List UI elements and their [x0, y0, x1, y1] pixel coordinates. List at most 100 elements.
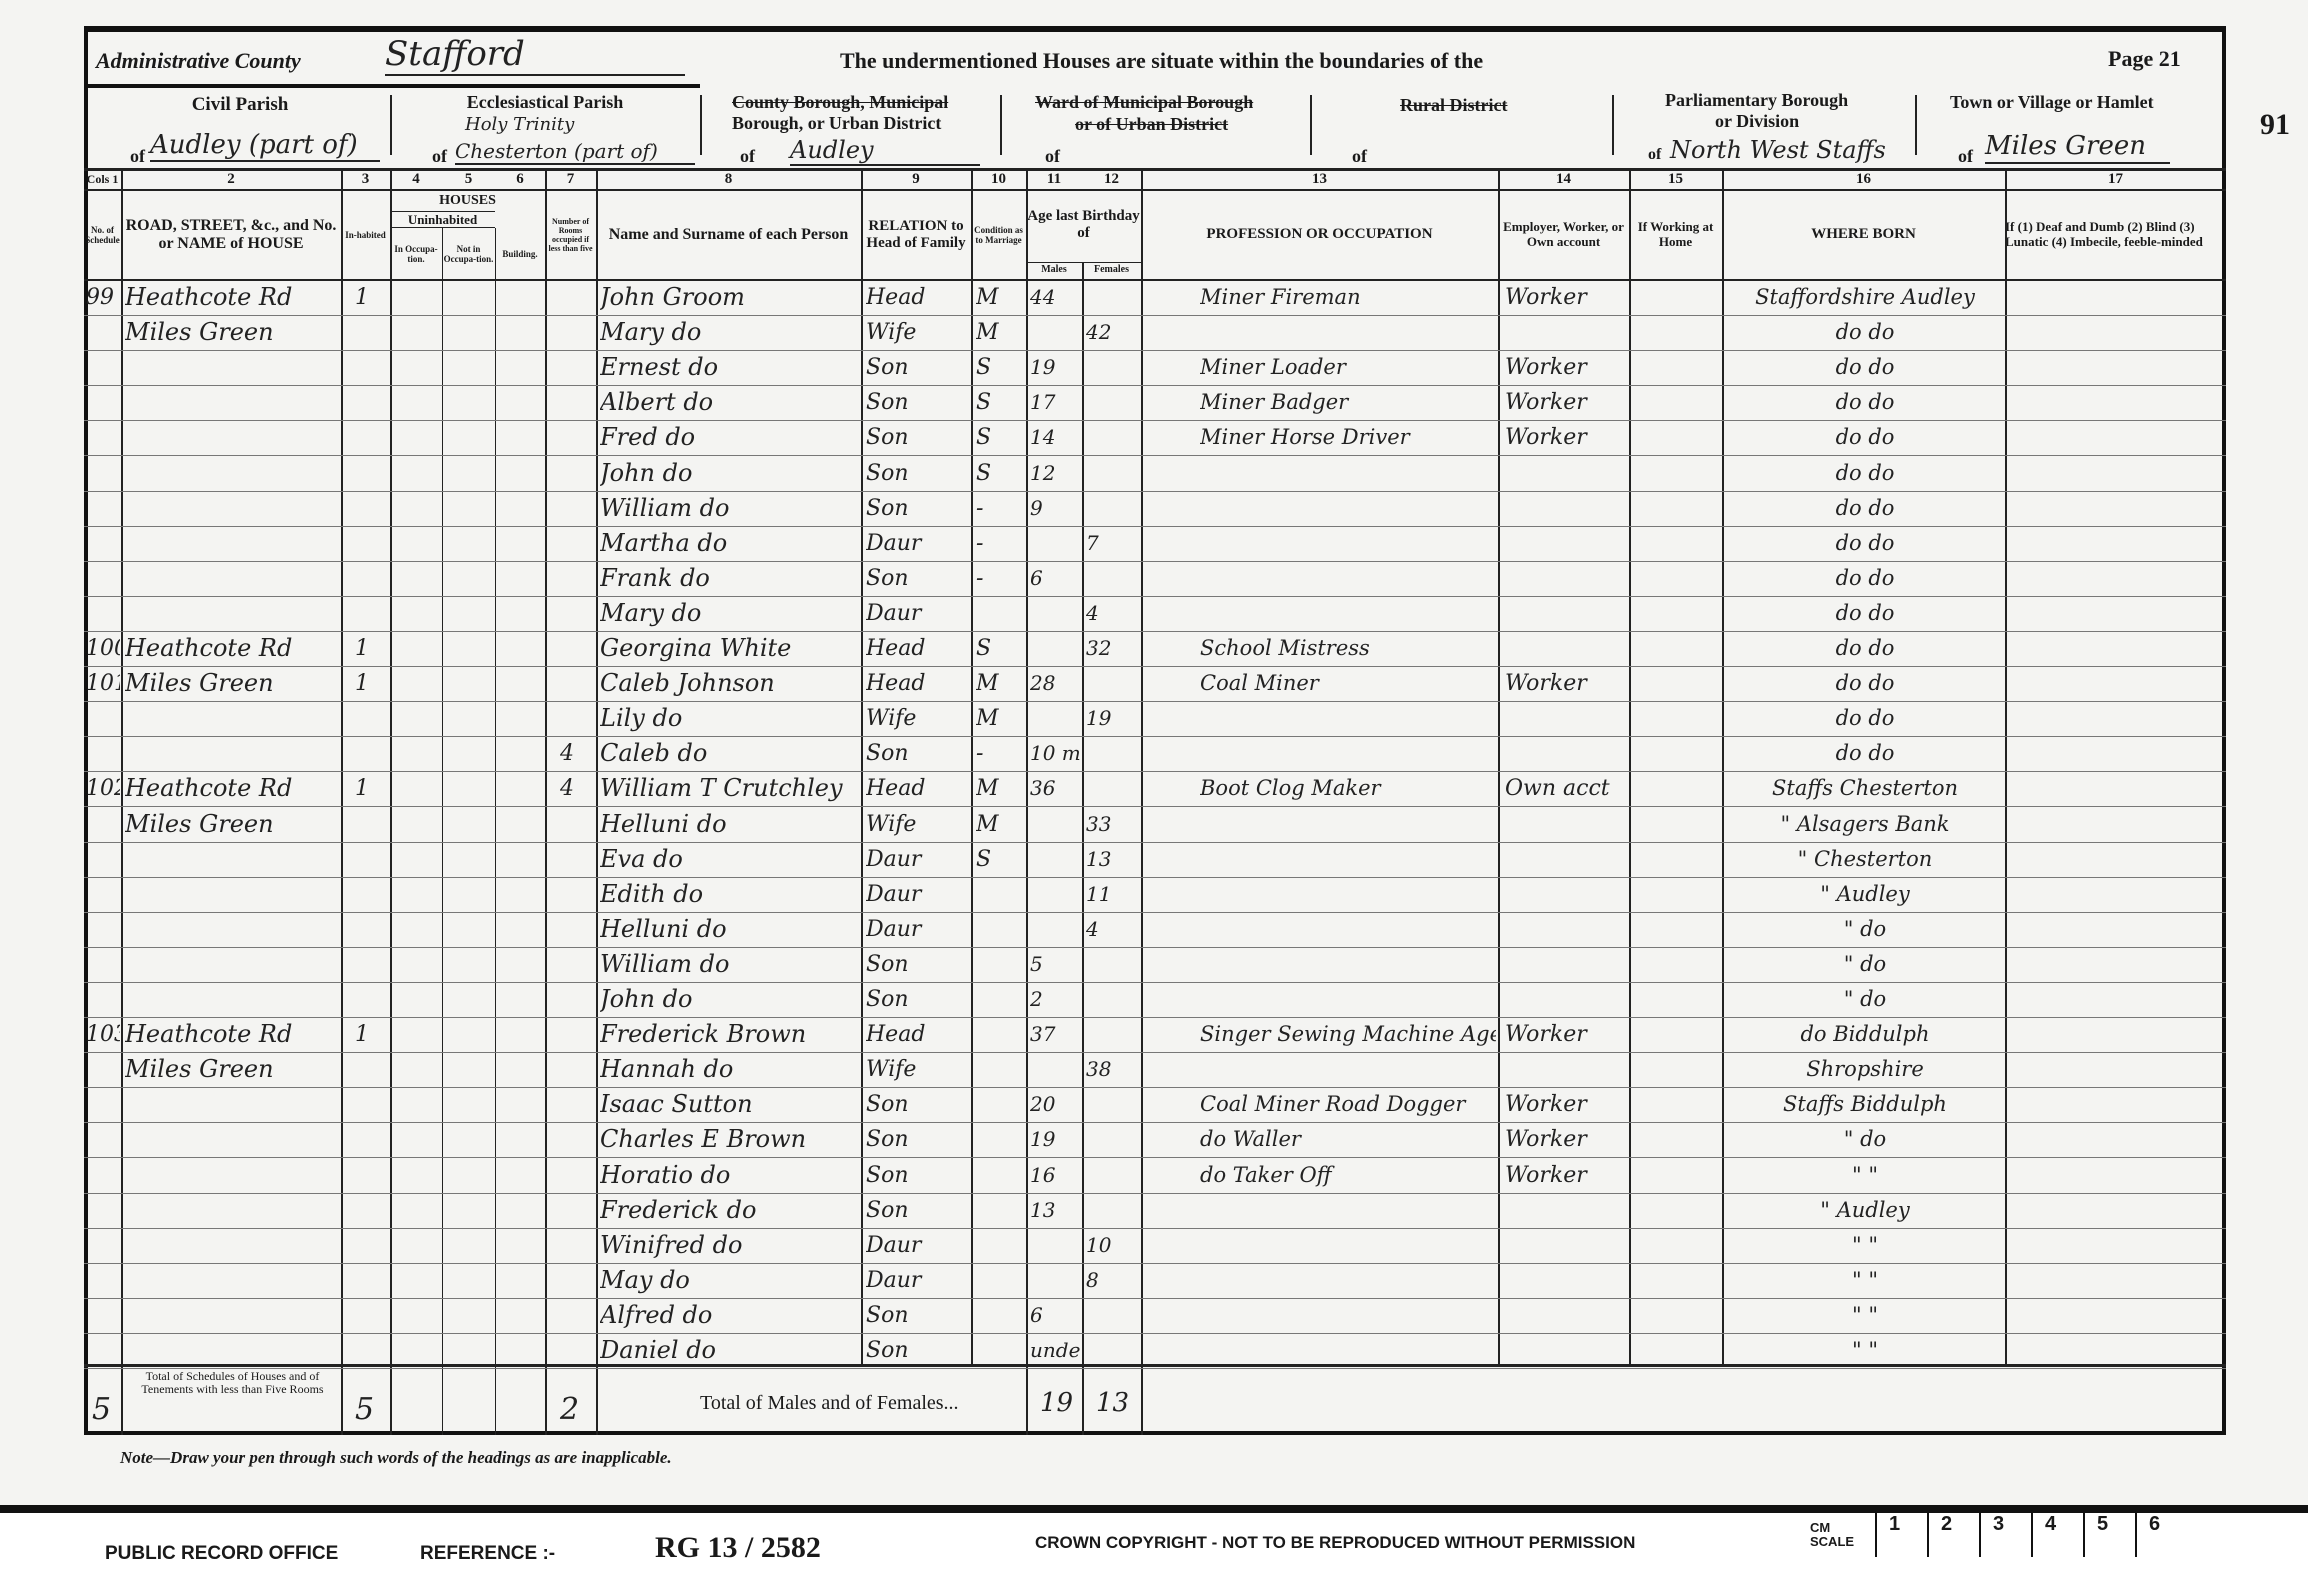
where-born: do do	[1835, 495, 1895, 520]
column-line	[596, 170, 598, 1435]
occupation	[1200, 1335, 1496, 1366]
employment	[1505, 563, 1625, 594]
condition	[976, 1195, 1024, 1226]
age-male	[1030, 317, 1080, 348]
header-uninhabited: Uninhabited	[390, 211, 495, 228]
schedule-number	[86, 598, 120, 629]
person-name: Frank do	[600, 563, 710, 592]
inhabited	[355, 844, 385, 875]
column-number: 16	[1856, 171, 1871, 187]
census-row: Frank do Son - 6 do do	[84, 561, 2226, 597]
age-male: 14	[1030, 425, 1056, 450]
occupation: Singer Sewing Machine Agent	[1200, 1022, 1496, 1047]
age-female: 19	[1086, 706, 1112, 731]
person-name: Fred do	[600, 423, 696, 452]
occupation	[1200, 738, 1496, 769]
age-male	[1030, 528, 1080, 559]
relation: Son	[866, 987, 909, 1012]
age-female	[1086, 668, 1138, 699]
condition: M	[976, 776, 999, 802]
occupation	[1200, 317, 1496, 348]
parliamentary-label: Parliamentary Borough	[1665, 90, 1849, 110]
age-female	[1086, 984, 1138, 1015]
condition	[976, 1054, 1024, 1085]
census-form-frame	[84, 26, 2226, 1435]
employment: Worker	[1505, 1162, 1587, 1188]
divider	[1310, 95, 1312, 155]
schedule-number: 103	[86, 1022, 120, 1048]
scale-mark: 2	[1927, 1513, 1979, 1557]
inhabited	[355, 1089, 385, 1120]
person-name: Alfred do	[600, 1300, 713, 1329]
footer-reference: RG 13 / 2582	[655, 1531, 821, 1564]
condition: S	[976, 390, 992, 416]
person-name: Daniel do	[600, 1336, 717, 1364]
inhabited	[355, 422, 385, 453]
schedule-number	[86, 844, 120, 875]
relation: Son	[866, 1338, 909, 1363]
age-male: 12	[1030, 460, 1056, 485]
rooms	[560, 633, 590, 664]
occupation	[1200, 949, 1496, 980]
footer-copyright: CROWN COPYRIGHT - NOT TO BE REPRODUCED W…	[1035, 1533, 1636, 1552]
scale-mark: 6	[2135, 1513, 2187, 1557]
address	[125, 1089, 340, 1120]
relation: Daur	[866, 600, 922, 626]
divider	[84, 189, 2226, 191]
condition: S	[976, 846, 992, 872]
age-female	[1086, 738, 1138, 769]
inhabited	[355, 317, 385, 348]
urban-district-value: Audley	[790, 136, 980, 166]
address	[125, 1265, 340, 1296]
condition	[976, 984, 1024, 1015]
header-in-occupation: In Occupa-tion.	[394, 243, 438, 264]
condition: M	[976, 811, 999, 837]
column-line	[341, 170, 343, 1435]
address	[125, 1124, 340, 1155]
occupation	[1200, 1300, 1496, 1331]
of-label: of	[740, 146, 755, 166]
schedule-number	[86, 1230, 120, 1261]
where-born: Staffordshire Audley	[1755, 285, 1975, 309]
condition	[976, 914, 1024, 945]
relation: Wife	[866, 320, 917, 346]
age-male	[1030, 633, 1080, 664]
rooms	[560, 1160, 590, 1191]
inhabited	[355, 352, 385, 383]
relation: Son	[866, 1197, 909, 1223]
civil-parish-value: Audley (part of)	[150, 130, 380, 162]
relation: Head	[866, 1022, 926, 1048]
age-male	[1030, 1054, 1080, 1085]
address: Heathcote Rd	[125, 1020, 293, 1049]
address	[125, 1230, 340, 1261]
age-female: 13	[1086, 846, 1112, 871]
where-born: " "	[1852, 1267, 1878, 1292]
age-female	[1086, 773, 1138, 804]
rooms	[560, 668, 590, 699]
town-value: Miles Green	[1985, 130, 2170, 164]
where-born: do do	[1835, 460, 1895, 485]
county-borough-label: County Borough, Municipal	[732, 92, 949, 112]
inhabited	[355, 1054, 385, 1085]
relation: Son	[866, 1127, 909, 1153]
header-at-home: If Working at Home	[1637, 219, 1714, 249]
column-number: 11	[1046, 171, 1062, 187]
employment	[1505, 493, 1625, 524]
rooms	[560, 422, 590, 453]
inhabited	[355, 1160, 385, 1191]
person-name: John do	[600, 458, 693, 487]
inhabited	[355, 1230, 385, 1261]
footer-scale-label: CM SCALE	[1810, 1520, 1855, 1550]
census-row: Miles Green Helluni do Wife M 33 " Alsagers B…	[84, 807, 2226, 843]
column-number: 13	[1312, 171, 1327, 187]
where-born: " "	[1852, 1162, 1878, 1187]
header-rooms: Number of Rooms occupied if less than fi…	[548, 216, 593, 254]
header-females: Females	[1082, 262, 1141, 277]
age-female: 32	[1086, 636, 1112, 660]
person-name: Helluni do	[600, 914, 727, 943]
inhabited	[355, 1124, 385, 1155]
census-row: May do Daur 8 " "	[84, 1263, 2226, 1299]
where-born: do do	[1835, 636, 1895, 660]
total-males: 19	[1040, 1388, 1074, 1418]
address	[125, 1300, 340, 1331]
